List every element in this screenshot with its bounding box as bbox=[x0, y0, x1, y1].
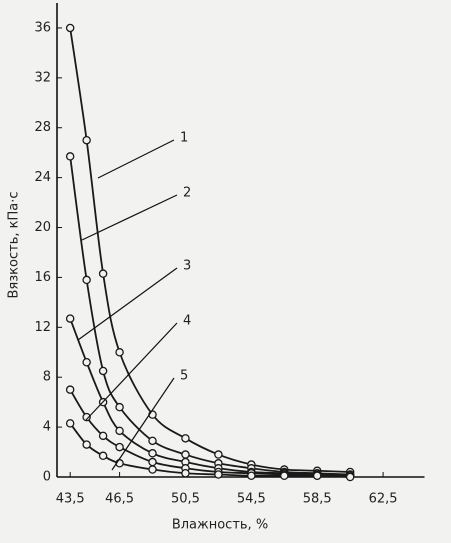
x-tick-label: 62,5 bbox=[369, 492, 398, 507]
y-tick-label: 8 bbox=[43, 370, 51, 385]
data-point bbox=[65, 314, 75, 323]
series-line bbox=[69, 27, 351, 473]
data-point bbox=[148, 457, 157, 467]
data-point bbox=[65, 385, 75, 394]
data-point bbox=[98, 451, 108, 461]
data-point bbox=[247, 471, 256, 481]
y-tick-label: 4 bbox=[43, 420, 51, 435]
x-tick-label: 58,5 bbox=[303, 492, 332, 507]
series-line bbox=[69, 156, 351, 476]
data-point bbox=[181, 450, 190, 459]
data-point bbox=[115, 348, 124, 357]
data-point bbox=[148, 449, 157, 458]
data-point bbox=[280, 471, 289, 481]
data-point bbox=[65, 23, 75, 33]
data-point bbox=[82, 135, 91, 145]
data-point bbox=[115, 402, 124, 412]
x-tick-label: 50,5 bbox=[171, 492, 200, 507]
series-label: 2 bbox=[183, 186, 191, 201]
data-point bbox=[214, 450, 223, 459]
data-point bbox=[181, 469, 190, 478]
y-axis-label: Вязкость, кПа·с bbox=[7, 192, 22, 299]
data-point bbox=[82, 275, 91, 285]
x-tick-label: 54,5 bbox=[237, 492, 266, 507]
series-label: 1 bbox=[180, 131, 188, 146]
data-point bbox=[98, 366, 108, 376]
data-point bbox=[345, 472, 355, 482]
y-tick-label: 0 bbox=[43, 470, 51, 485]
leader-line bbox=[111, 377, 175, 471]
y-tick-label: 28 bbox=[34, 120, 51, 135]
x-tick-label: 46,5 bbox=[105, 492, 134, 507]
data-point bbox=[98, 431, 108, 441]
y-tick-label: 16 bbox=[34, 270, 51, 285]
series-label: 4 bbox=[183, 314, 191, 329]
leader-line bbox=[81, 194, 178, 241]
x-tick-label: 43,5 bbox=[56, 492, 85, 507]
data-point bbox=[115, 442, 124, 452]
data-point bbox=[181, 434, 190, 443]
leader-line bbox=[85, 322, 178, 421]
y-tick-label: 36 bbox=[34, 20, 51, 35]
series-line bbox=[69, 389, 351, 477]
data-point bbox=[148, 436, 157, 446]
y-tick-label: 24 bbox=[34, 170, 51, 185]
data-point bbox=[82, 412, 91, 422]
data-point bbox=[214, 470, 223, 479]
data-point bbox=[312, 471, 322, 481]
data-point bbox=[82, 440, 91, 449]
series-label: 3 bbox=[183, 259, 191, 274]
data-point bbox=[65, 419, 75, 428]
data-point bbox=[65, 152, 75, 161]
x-axis-label: Влажность, % bbox=[172, 518, 268, 533]
leader-line bbox=[77, 267, 178, 341]
y-tick-label: 20 bbox=[34, 220, 51, 235]
data-point bbox=[115, 426, 124, 436]
y-tick-label: 12 bbox=[34, 320, 51, 335]
y-tick-label: 32 bbox=[34, 70, 51, 85]
leader-line bbox=[97, 139, 175, 179]
data-point bbox=[148, 465, 157, 474]
series-label: 5 bbox=[180, 369, 188, 384]
data-point bbox=[82, 357, 91, 367]
data-point bbox=[98, 269, 108, 278]
